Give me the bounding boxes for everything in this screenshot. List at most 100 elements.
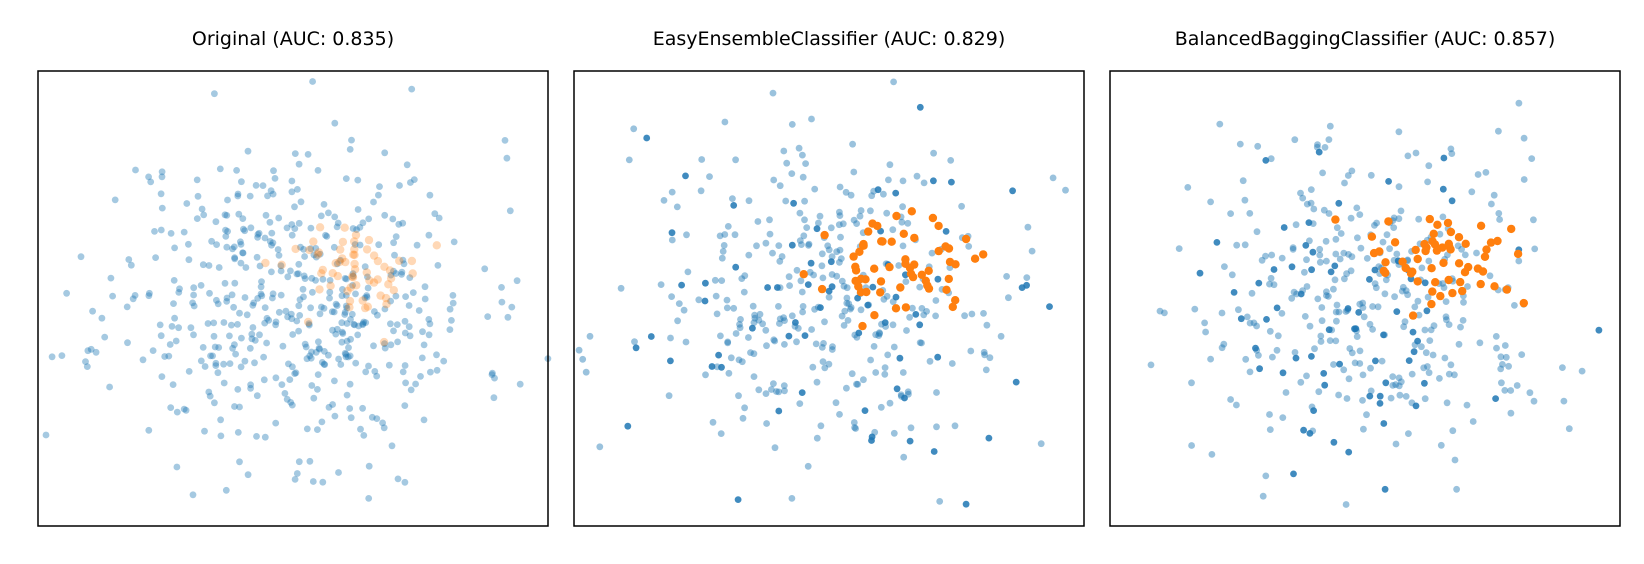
scatter-point-majority <box>1392 440 1400 448</box>
scatter-point-majority <box>684 268 692 276</box>
scatter-point-majority <box>258 278 265 285</box>
scatter-point-majority <box>702 371 709 379</box>
scatter-point-majority <box>821 318 828 326</box>
scatter-point-majority-dark <box>934 275 942 283</box>
scatter-point-majority <box>1505 362 1512 370</box>
scatter-point-majority <box>1266 280 1273 288</box>
scatter-point-majority <box>1422 349 1430 357</box>
scatter-point-majority-dark <box>732 263 740 271</box>
scatter-point-majority <box>326 277 334 284</box>
scatter-point-majority <box>214 369 222 377</box>
scatter-point-majority <box>1201 319 1208 327</box>
scatter-point-majority <box>788 121 796 128</box>
scatter-point-majority <box>183 200 191 207</box>
scatter-point-majority <box>1248 289 1256 297</box>
scatter-point-majority <box>241 227 249 235</box>
scatter-point-majority <box>261 304 269 311</box>
scatter-point-majority <box>667 334 674 342</box>
scatter-point-majority <box>890 78 897 86</box>
scatter-point-majority <box>798 241 805 249</box>
scatter-point-majority <box>1515 99 1523 107</box>
scatter-point-minority <box>861 275 870 284</box>
scatter-point-majority <box>697 187 705 195</box>
scatter-point-majority <box>231 403 238 410</box>
scatter-point-majority <box>838 277 846 285</box>
scatter-point-majority <box>737 316 744 323</box>
scatter-point-majority <box>1344 172 1352 179</box>
scatter-point-majority <box>725 369 733 377</box>
scatter-point-minority <box>1428 287 1437 296</box>
scatter-point-majority <box>205 262 213 269</box>
scatter-point-minority <box>934 246 943 256</box>
scatter-point-majority-dark <box>734 496 742 503</box>
scatter-point-majority <box>759 320 766 328</box>
scatter-point-majority <box>1316 245 1324 253</box>
scatter-point-minority <box>858 321 867 331</box>
scatter-point-majority <box>948 360 956 367</box>
scatter-point-majority <box>353 226 360 234</box>
scatter-point-majority <box>769 89 777 97</box>
scatter-point-majority-dark <box>1330 438 1338 446</box>
scatter-point-majority <box>303 425 311 433</box>
scatter-point-majority <box>206 392 214 400</box>
scatter-point-majority-dark <box>901 394 908 402</box>
scatter-point-majority <box>1367 387 1375 395</box>
scatter-point-majority <box>401 317 409 325</box>
scatter-point-majority <box>312 348 320 356</box>
scatter-point-majority <box>668 188 676 196</box>
scatter-point-majority <box>295 302 303 310</box>
scatter-point-majority <box>166 341 174 348</box>
scatter-point-minority <box>1486 238 1496 247</box>
scatter-point-majority <box>904 388 912 396</box>
scatter-point-majority <box>435 214 443 222</box>
scatter-point-majority <box>1507 409 1515 417</box>
scatter-point-minority <box>338 254 347 263</box>
scatter-point-minority <box>386 274 396 283</box>
scatter-point-majority <box>261 433 269 441</box>
scatter-point-majority <box>586 332 594 340</box>
scatter-point-majority <box>226 332 233 340</box>
scatter-point-minority <box>315 285 324 294</box>
scatter-point-majority <box>1496 216 1503 223</box>
scatter-point-majority <box>381 211 389 219</box>
scatter-point-majority <box>394 338 401 346</box>
scatter-point-majority <box>776 320 783 327</box>
scatter-point-majority <box>332 330 340 338</box>
scatter-point-majority <box>811 185 819 193</box>
scatter-point-majority <box>881 364 889 371</box>
scatter-point-majority-dark <box>1302 242 1310 249</box>
scatter-point-majority <box>1374 303 1382 311</box>
scatter-point-majority <box>433 366 441 374</box>
scatter-point-majority <box>1325 210 1333 217</box>
scatter-point-minority <box>1480 252 1490 261</box>
scatter-point-majority <box>1447 361 1455 369</box>
scatter-point-majority <box>750 350 758 358</box>
scatter-point-majority <box>907 424 915 432</box>
scatter-point-majority <box>825 293 833 301</box>
scatter-point-majority <box>325 403 333 411</box>
scatter-point-majority <box>267 187 275 195</box>
scatter-point-majority <box>1335 308 1343 316</box>
scatter-point-majority <box>237 259 245 267</box>
scatter-point-majority <box>884 351 892 359</box>
panel-original: Original (AUC: 0.835) <box>37 28 552 527</box>
scatter-point-majority <box>1292 221 1300 229</box>
scatter-point-majority <box>292 369 300 377</box>
scatter-point-minority <box>1464 262 1473 272</box>
scatter-point-minority <box>1408 311 1418 320</box>
scatter-point-majority <box>320 360 328 368</box>
scatter-point-minority <box>345 296 355 306</box>
scatter-point-majority <box>405 323 413 331</box>
scatter-point-majority <box>1345 251 1352 258</box>
scatter-point-majority <box>58 352 66 359</box>
scatter-point-minority <box>1367 232 1377 241</box>
scatter-point-majority <box>167 230 175 237</box>
scatter-point-majority <box>818 262 826 270</box>
scatter-point-majority <box>212 362 220 369</box>
scatter-point-majority-dark <box>1492 395 1499 402</box>
scatter-point-majority <box>272 374 280 382</box>
scatter-point-minority <box>1513 249 1523 259</box>
scatter-point-majority <box>310 251 318 259</box>
scatter-point-majority <box>1258 256 1266 264</box>
scatter-point-majority <box>426 320 434 328</box>
